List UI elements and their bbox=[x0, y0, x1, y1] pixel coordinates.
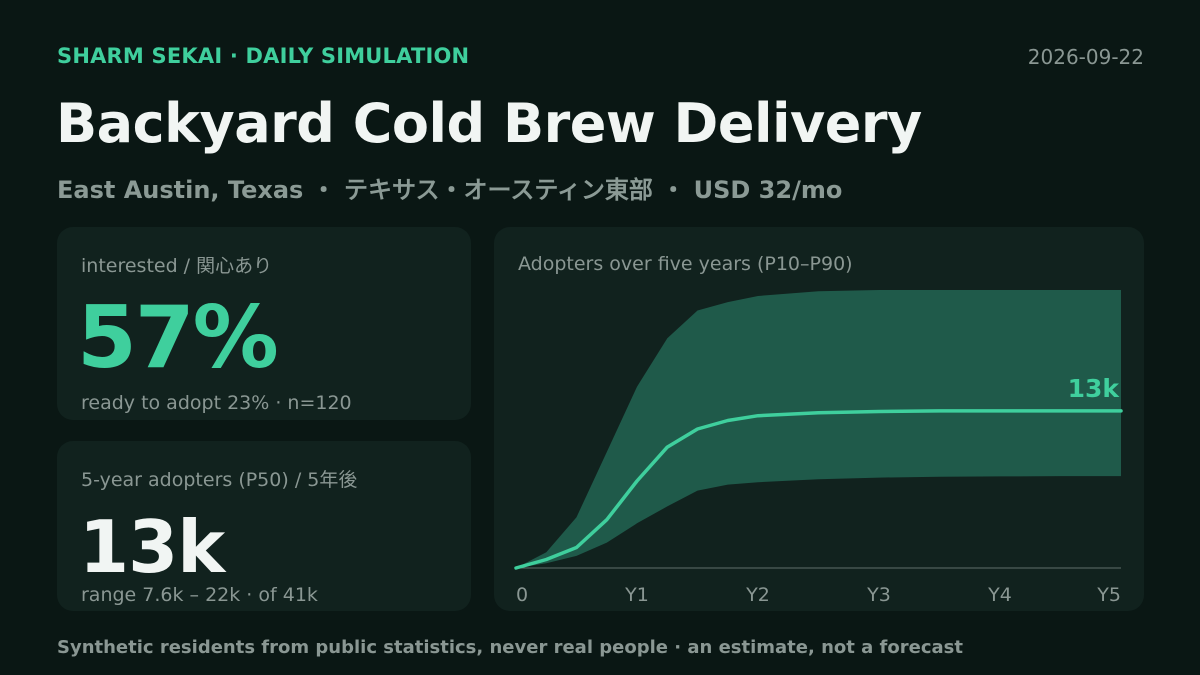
x-tick-label-y4: Y4 bbox=[987, 584, 1012, 606]
p50-line bbox=[514, 409, 1123, 570]
chart-title: Adopters over five years (P10–P90) bbox=[518, 253, 853, 275]
disclaimer-footer: Synthetic residents from public statisti… bbox=[57, 637, 963, 658]
adopters-chart: Adopters over five years (P10–P90) 13k 0… bbox=[514, 253, 1123, 606]
x-tick-label-0: 0 bbox=[516, 584, 528, 606]
x-tick-label-y5: Y5 bbox=[1096, 584, 1121, 606]
report-date: 2026-09-22 bbox=[1027, 45, 1144, 69]
interested-value: 57% bbox=[77, 288, 279, 388]
page-title: Backyard Cold Brew Delivery bbox=[56, 92, 922, 155]
x-tick-label-y2: Y2 bbox=[745, 584, 770, 606]
adopters-card: 5-year adopters (P50) / 5年後 13k range 7.… bbox=[57, 441, 471, 611]
p50-end-label: 13k bbox=[1068, 374, 1121, 403]
interested-card: interested / 関心あり 57% ready to adopt 23%… bbox=[57, 227, 471, 420]
brand-label: SHARM SEKAI · DAILY SIMULATION bbox=[57, 44, 470, 68]
page-subtitle: East Austin, Texas ・ テキサス・オースティン東部 ・ USD… bbox=[57, 176, 843, 204]
interested-label: interested / 関心あり bbox=[81, 255, 273, 277]
x-tick-label-y3: Y3 bbox=[866, 584, 891, 606]
interested-detail: ready to adopt 23% · n=120 bbox=[81, 392, 352, 414]
chart-card: Adopters over five years (P10–P90) 13k 0… bbox=[494, 227, 1144, 611]
adopters-label: 5-year adopters (P50) / 5年後 bbox=[81, 469, 358, 491]
adopters-detail: range 7.6k – 22k · of 41k bbox=[81, 584, 318, 606]
x-tick-label-y1: Y1 bbox=[624, 584, 649, 606]
p10-p90-band bbox=[516, 290, 1121, 568]
adopters-value: 13k bbox=[79, 505, 225, 589]
